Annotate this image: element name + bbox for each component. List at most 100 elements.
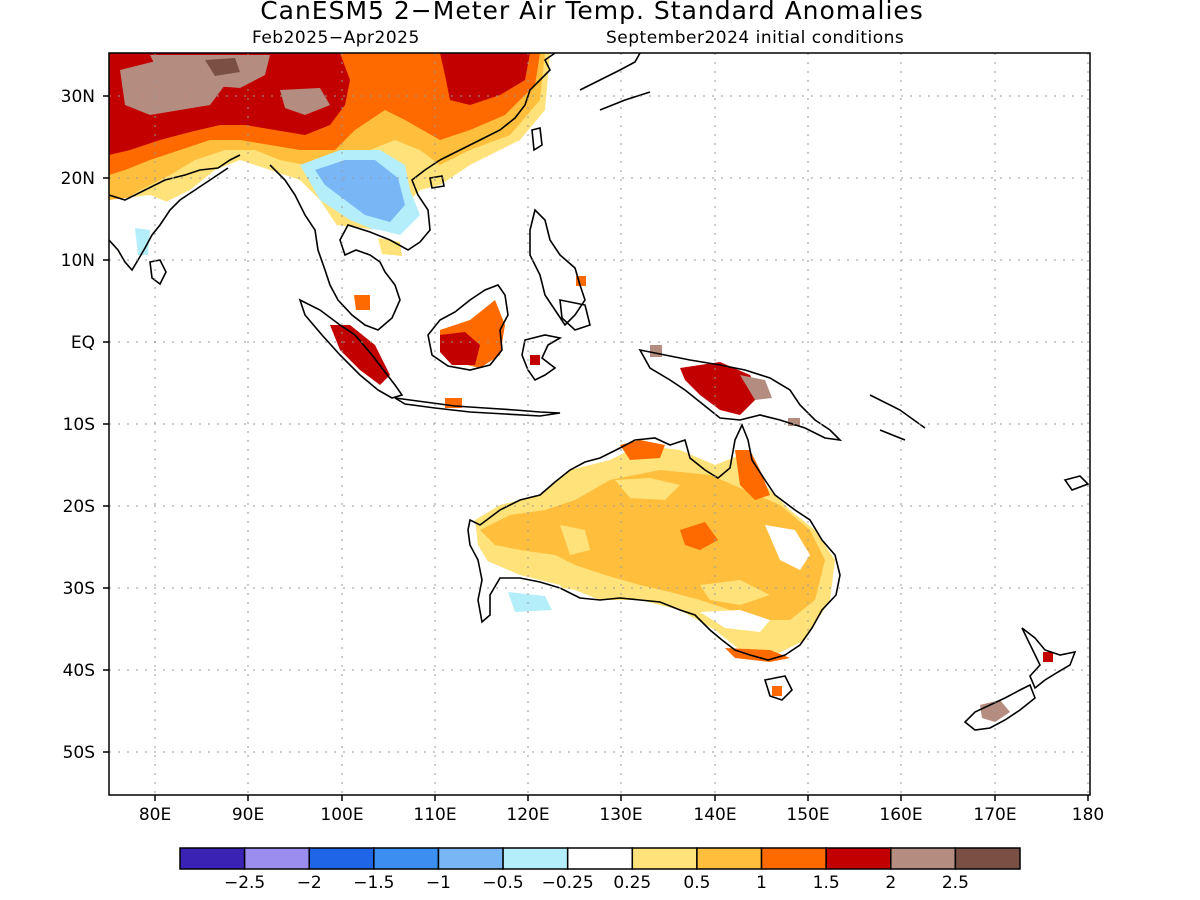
colorbar-label: −1 [426,873,451,893]
shade-india-lightblue [135,228,150,255]
coastlines [109,53,1090,731]
shade-tibet-darkest [205,58,240,76]
shade-china-red [440,53,530,105]
colorbar-swatch [954,847,1021,870]
lat-label: 50S [63,743,95,763]
shade-sumatra-red [330,325,390,385]
coast-newguinea [638,348,843,442]
coast-tasmania [763,675,793,701]
shade-tibet-brown-2 [280,88,330,115]
shade-ng-red [680,362,760,415]
shade-malaya-orange [354,295,370,310]
forecast-period: Feb2025−Apr2025 [252,28,420,48]
coast-srilanka [149,259,167,286]
shade-tas-orange [772,686,782,696]
shade-aus-ne-orange [735,450,770,500]
coast-australia [467,422,841,661]
colorbar-swatch [696,847,763,870]
colorbar [179,847,1021,870]
shade-ng-brown [740,375,772,400]
coast-nz-north [1021,627,1077,690]
shade-aus-lightyellow [615,478,680,500]
colorbar-swatch [502,847,569,870]
colorbar-swatch [825,847,892,870]
colorbar-label: −2.5 [224,873,265,893]
lat-label: 40S [63,661,95,681]
lon-label: 180 [1072,805,1104,825]
colorbar-swatch [631,847,698,870]
lat-label: 10N [61,251,95,271]
coast-china [439,53,556,161]
graticule [109,53,1090,795]
chart-title: CanESM5 2−Meter Air Temp. Standard Anoma… [260,0,924,25]
colorbar-label: −0.25 [542,873,594,893]
shade-aus-lightyellow-3 [700,580,770,605]
lon-label: 150E [786,805,829,825]
coast-nz-south [963,683,1036,731]
shade-sulawesi-red [530,355,540,365]
shade-aus-central-orange [680,522,718,550]
shade-aus-sw-lightblue [508,592,552,612]
coast-fiji [1063,475,1090,491]
lon-label: 170E [973,805,1016,825]
lat-label: EQ [71,333,95,353]
shade-aus-sw-white [485,560,570,615]
colorbar-swatch [373,847,440,870]
colorbar-label: 0.25 [613,873,651,893]
coast-myanmar-thai [269,159,441,331]
lon-label: 110E [413,805,456,825]
colorbar-swatch [890,847,957,870]
coast-java [394,397,561,417]
lon-label: 80E [139,805,171,825]
colorbar-label: 2 [885,873,896,893]
coast-philippines [529,208,586,327]
coast-japan [579,53,651,111]
lon-label: 120E [506,805,549,825]
shade-tibet-darkbrown [150,55,270,88]
colorbar-swatch [437,847,504,870]
colorbar-swatch [566,847,634,870]
coast-taiwan [531,127,543,152]
colorbar-label: 1 [756,873,767,893]
colorbar-swatch [760,847,827,870]
colorbar-label: 0.5 [683,873,710,893]
lon-label: 160E [879,805,922,825]
shade-aus-n-orange [620,440,665,460]
coast-sulawesi [521,334,563,382]
lat-label: 20N [61,169,95,189]
colorbar-swatch [179,847,246,870]
lat-label: 10S [63,415,95,435]
shade-aus-east-white [765,525,810,570]
shade-indochina-white [335,225,420,265]
colorbar-label: 2.5 [942,873,969,893]
colorbar-label: −0.5 [482,873,523,893]
lon-label: 130E [599,805,642,825]
anomaly-shading [109,53,1053,722]
shade-aus-s-white [700,610,770,632]
latitude-labels: 30N 20N 10N EQ 10S 20S 30S 40S 50S [61,87,109,763]
lat-label: 30S [63,579,95,599]
longitude-labels: 80E 90E 100E 110E 120E 130E 140E 150E 160E 170E 18… [139,795,1104,825]
colorbar-swatch [308,847,375,870]
lon-label: 90E [232,805,264,825]
coast-india [109,154,241,272]
coast-solomon [869,394,926,441]
coast-hainan [429,175,445,189]
lon-label: 140E [693,805,736,825]
shade-indochina-blue [315,160,405,222]
colorbar-label: 1.5 [813,873,840,893]
shade-borneo-red [440,332,480,365]
coast-borneo [427,284,509,371]
coast-sumatra [298,298,404,399]
colorbar-swatch [243,847,310,870]
colorbar-label: −2 [297,873,322,893]
initial-conditions: September2024 initial conditions [606,28,905,48]
lon-label: 100E [320,805,363,825]
shade-nz-red [1043,652,1053,662]
colorbar-labels: −2.5 −2 −1.5 −1 −0.5 −0.25 0.25 0.5 1 1.5 2 2.5 [224,873,969,893]
colorbar-label: −1.5 [353,873,394,893]
shade-aus-lightyellow-2 [560,525,590,555]
lat-label: 30N [61,87,95,107]
lat-label: 20S [63,497,95,517]
